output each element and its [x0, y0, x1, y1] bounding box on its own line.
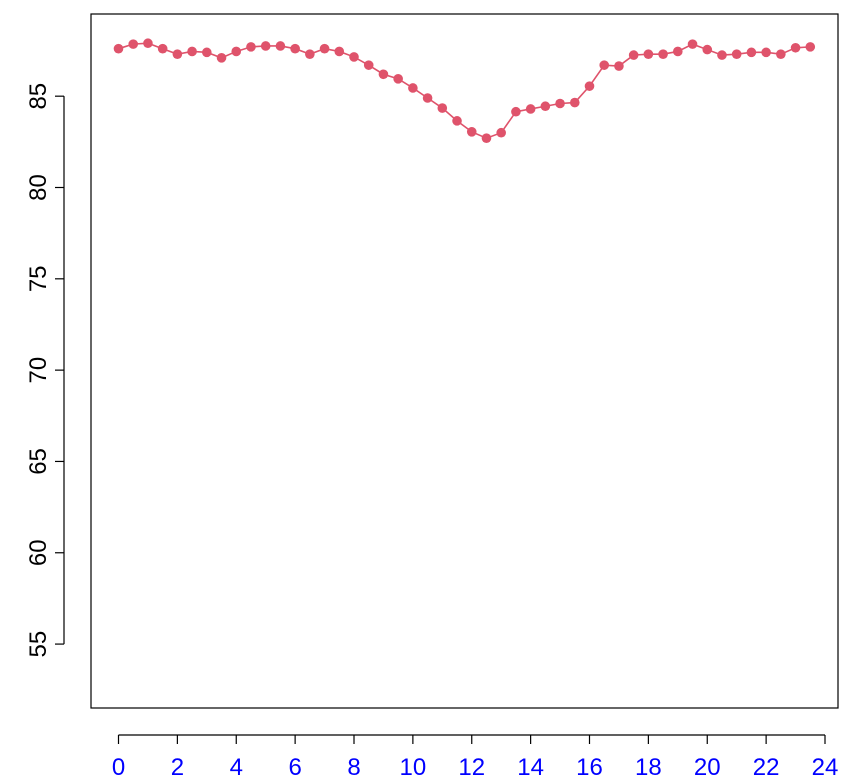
- data-point: [305, 49, 315, 59]
- data-series: [113, 38, 816, 143]
- data-point: [319, 43, 330, 54]
- data-point: [378, 69, 389, 80]
- data-point: [202, 47, 212, 58]
- data-point: [437, 103, 448, 113]
- x-tick-label: 18: [635, 754, 662, 781]
- data-point: [143, 38, 153, 49]
- data-point: [702, 44, 713, 55]
- data-point: [628, 50, 639, 60]
- data-point: [584, 81, 595, 91]
- data-point: [216, 53, 227, 63]
- data-point: [776, 49, 786, 59]
- data-point: [187, 46, 197, 57]
- data-point: [643, 49, 654, 59]
- data-point: [422, 93, 433, 103]
- data-point: [481, 133, 492, 143]
- data-point: [113, 43, 124, 54]
- x-axis: 0 2 4 6 8 10 12 14 16 18 20 22 24: [112, 734, 839, 781]
- data-point: [231, 46, 242, 57]
- data-point: [790, 42, 801, 53]
- data-point: [452, 116, 462, 126]
- data-point: [599, 60, 610, 70]
- x-tick-label: 6: [288, 754, 301, 781]
- data-point: [408, 83, 418, 93]
- data-point: [363, 60, 374, 70]
- data-point: [157, 43, 168, 54]
- data-point: [172, 49, 183, 59]
- data-point: [658, 49, 668, 59]
- data-point: [260, 41, 271, 51]
- y-tick-label: 75: [25, 265, 52, 292]
- data-point: [731, 49, 742, 59]
- data-point: [525, 104, 536, 114]
- data-point: [687, 39, 698, 49]
- x-tick-label: 10: [400, 754, 427, 781]
- y-tick-label: 85: [25, 83, 52, 110]
- x-tick-label: 2: [171, 754, 184, 781]
- data-point: [246, 42, 256, 52]
- data-point: [275, 41, 286, 51]
- x-tick-label: 8: [347, 754, 360, 781]
- y-tick-label: 65: [25, 448, 52, 475]
- data-point: [511, 106, 521, 117]
- data-point: [717, 50, 727, 60]
- x-tick-label: 22: [753, 754, 780, 781]
- plot-frame: [90, 13, 839, 709]
- data-point: [466, 127, 477, 137]
- x-tick-label: 14: [517, 754, 544, 781]
- data-point: [761, 47, 771, 58]
- data-point: [290, 43, 300, 54]
- data-point: [393, 74, 403, 84]
- x-tick-label: 12: [458, 754, 485, 781]
- data-point: [496, 127, 506, 138]
- data-point: [349, 52, 359, 62]
- data-point: [540, 101, 551, 112]
- data-point: [746, 47, 757, 58]
- data-point: [334, 46, 345, 57]
- y-tick-label: 80: [25, 174, 52, 201]
- data-point: [128, 39, 139, 49]
- y-tick-label: 70: [25, 357, 52, 384]
- data-point: [614, 61, 624, 71]
- y-axis: 55 60 65 70 75 80 85: [25, 83, 65, 658]
- x-tick-label: 24: [812, 754, 839, 781]
- x-tick-label: 16: [576, 754, 603, 781]
- data-point: [555, 98, 565, 109]
- y-tick-label: 60: [25, 539, 52, 566]
- y-tick-label: 55: [25, 631, 52, 658]
- x-tick-label: 20: [694, 754, 721, 781]
- data-point: [805, 42, 816, 52]
- x-tick-label: 4: [230, 754, 243, 781]
- data-point: [673, 46, 683, 57]
- x-tick-label: 0: [112, 754, 125, 781]
- data-point: [569, 97, 580, 108]
